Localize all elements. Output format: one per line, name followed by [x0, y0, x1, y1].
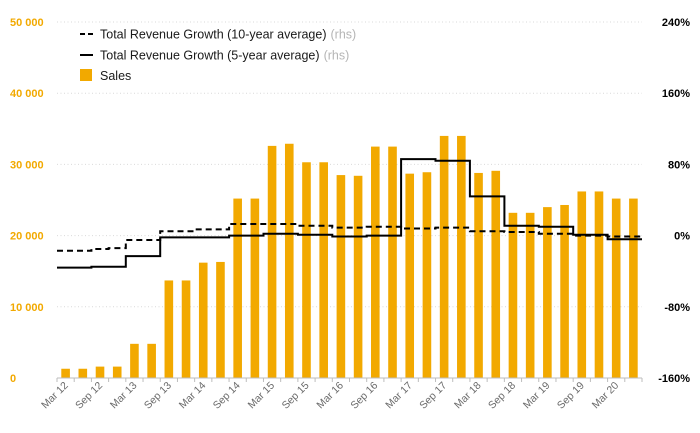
sales-bar — [371, 146, 380, 378]
x-tick-label: Sep 16 — [348, 380, 380, 412]
sales-bar — [508, 212, 518, 378]
x-tick-label: Mar 14 — [177, 380, 209, 412]
sales-bar — [353, 175, 363, 378]
svg-text:Total Revenue Growth (10-year: Total Revenue Growth (10-year average) (r… — [100, 28, 356, 42]
x-tick-label: Sep 18 — [486, 380, 518, 412]
legend-unit-10yr: (rhs) — [331, 28, 357, 42]
sales-bar — [491, 170, 501, 378]
legend-unit-5yr: (rhs) — [324, 49, 350, 63]
legend-label-10yr: Total Revenue Growth (10-year average) — [100, 28, 327, 42]
sales-bar — [302, 162, 311, 378]
sales-bar — [112, 366, 122, 378]
sales-bar — [130, 343, 139, 378]
right-axis-ticks: -160% -80% 0% 80% 160% 240% — [658, 17, 690, 385]
left-tick-label: 40 000 — [10, 88, 44, 100]
right-tick-label: 160% — [662, 88, 690, 100]
x-tick-label: Mar 19 — [521, 380, 553, 412]
x-axis-ticks: Mar 12 Sep 12 Mar 13 Sep 13 Mar 14 Sep 14 Mar … — [39, 378, 643, 412]
sales-bar — [284, 143, 294, 378]
left-tick-label: 50 000 — [10, 17, 44, 29]
sales-bar — [474, 172, 483, 378]
line-10yr-average — [57, 223, 642, 252]
sales-bar — [611, 198, 621, 378]
legend: Total Revenue Growth (10-year average) (r… — [80, 28, 356, 83]
sales-bar — [181, 280, 191, 378]
left-tick-label: 20 000 — [10, 231, 44, 243]
x-tick-label: Sep 19 — [555, 380, 587, 412]
right-tick-label: 80% — [668, 159, 690, 171]
sales-bar — [525, 212, 535, 378]
sales-bar — [629, 198, 638, 378]
sales-bar — [216, 261, 225, 378]
sales-bar — [61, 368, 70, 378]
sales-bar — [439, 135, 449, 378]
sales-bar — [78, 368, 88, 378]
sales-bar — [147, 343, 156, 378]
legend-label-5yr: Total Revenue Growth (5-year average) — [100, 49, 320, 63]
sales-bars — [61, 135, 638, 378]
x-tick-label: Sep 12 — [73, 380, 105, 412]
x-tick-label: Mar 15 — [246, 380, 278, 412]
sales-bar — [198, 262, 208, 378]
sales-bar — [95, 366, 105, 378]
legend-item-sales: Sales — [80, 69, 131, 83]
x-tick-label: Mar 18 — [452, 380, 484, 412]
sales-bar — [388, 146, 397, 378]
left-tick-label: 0 — [10, 373, 16, 385]
x-tick-label: Mar 17 — [383, 380, 415, 412]
x-tick-label: Sep 15 — [280, 380, 312, 412]
x-tick-label: Mar 16 — [314, 380, 346, 412]
legend-swatch-bar — [80, 69, 92, 81]
left-tick-label: 10 000 — [10, 302, 44, 314]
sales-bar — [319, 162, 328, 378]
svg-text:Total Revenue Growth (5-year a: Total Revenue Growth (5-year average) (rh… — [100, 49, 349, 63]
legend-label-sales: Sales — [100, 69, 131, 83]
sales-bar — [560, 204, 569, 378]
x-tick-label: Mar 12 — [39, 380, 71, 412]
left-tick-label: 30 000 — [10, 159, 44, 171]
sales-bar — [267, 145, 277, 378]
x-tick-label: Sep 14 — [211, 380, 243, 412]
right-tick-label: -80% — [664, 302, 690, 314]
right-tick-label: 0% — [674, 231, 690, 243]
sales-bar — [250, 198, 260, 378]
growth-lines — [57, 158, 642, 269]
x-tick-label: Sep 17 — [417, 380, 449, 412]
sales-bar — [405, 173, 415, 378]
sales-bar — [164, 280, 174, 378]
gridlines — [57, 21, 642, 308]
legend-item-10yr: Total Revenue Growth (10-year average) (r… — [80, 28, 356, 42]
line-5yr-average — [57, 158, 642, 269]
x-tick-label: Mar 13 — [108, 380, 140, 412]
sales-bar — [457, 135, 466, 378]
left-axis-ticks: 0 10 000 20 000 30 000 40 000 50 000 — [10, 17, 44, 385]
legend-item-5yr: Total Revenue Growth (5-year average) (rh… — [80, 49, 349, 63]
sales-bar — [233, 198, 242, 378]
right-tick-label: -160% — [658, 373, 690, 385]
sales-bar — [543, 207, 552, 378]
sales-bar — [577, 191, 587, 378]
sales-bar — [594, 191, 604, 378]
sales-bar — [422, 172, 432, 378]
sales-bar — [336, 175, 346, 378]
x-tick-label: Sep 13 — [142, 380, 174, 412]
right-tick-label: 240% — [662, 17, 690, 29]
x-tick-label: Mar 20 — [590, 380, 622, 412]
